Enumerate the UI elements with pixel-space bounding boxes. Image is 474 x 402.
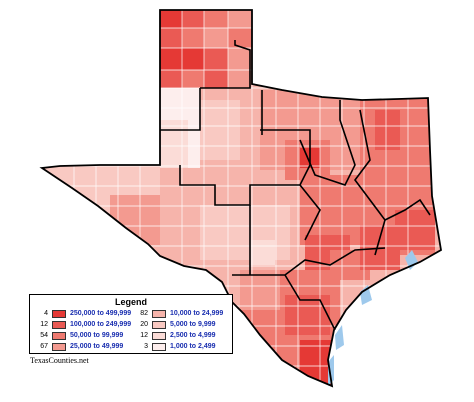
legend-count: 82: [140, 310, 148, 317]
legend-title: Legend: [114, 297, 147, 307]
legend-swatch: [52, 321, 66, 329]
legend-item: 67 25,000 to 49,999: [34, 342, 132, 352]
legend-count: 12: [40, 321, 48, 328]
legend-count: 54: [40, 332, 48, 339]
source-credit: TexasCounties.net: [30, 356, 89, 365]
county-region: [182, 70, 204, 88]
legend-item: 12 100,000 to 249,999: [34, 320, 132, 330]
county-region: [228, 28, 252, 48]
county-region: [204, 48, 228, 70]
county-region: [204, 28, 228, 48]
county-region: [182, 48, 204, 70]
region-line: [384, 198, 431, 221]
county-line-v: [73, 10, 409, 386]
county-region: [395, 210, 435, 250]
legend-item: 54 50,000 to 99,999: [34, 331, 132, 341]
legend-range: 250,000 to 499,999: [70, 310, 132, 317]
legend-range: 5,000 to 9,999: [170, 321, 216, 328]
legend-count: 67: [40, 343, 48, 350]
region-line: [299, 100, 356, 186]
legend-range: 2,500 to 4,999: [170, 332, 216, 339]
legend-range: 50,000 to 99,999: [70, 332, 124, 339]
legend-range: 100,000 to 249,999: [70, 321, 132, 328]
county-region: [182, 28, 204, 48]
region-line: [179, 129, 311, 206]
county-region: [240, 270, 280, 310]
legend-count: 12: [140, 332, 148, 339]
region-line: [354, 109, 386, 256]
county-region: [375, 110, 400, 150]
legend-item: 82 10,000 to 24,999: [134, 309, 232, 319]
matagorda-bay: [360, 285, 372, 305]
county-region: [360, 225, 400, 270]
legend-item: 20 5,000 to 9,999: [134, 320, 232, 330]
county-region: [204, 10, 228, 28]
county-region: [182, 10, 204, 28]
legend-count: 3: [144, 343, 148, 350]
legend-swatch: [52, 332, 66, 340]
county-region: [250, 240, 275, 265]
legend-item: 12 2,500 to 4,999: [134, 331, 232, 341]
county-region: [200, 100, 240, 160]
county-region: [200, 205, 290, 260]
corpus-christi-bay: [335, 325, 344, 350]
legend-swatch: [52, 343, 66, 351]
legend-item: 3 1,000 to 2,499: [134, 342, 232, 352]
legend-swatch: [152, 343, 166, 351]
legend-count: 4: [44, 310, 48, 317]
county-region: [228, 10, 252, 28]
legend-box: Legend 4 250,000 to 499,999 12 100,000 to 2…: [29, 294, 233, 354]
county-region: [285, 295, 330, 335]
legend-range: 10,000 to 24,999: [170, 310, 224, 317]
legend-item: 4 250,000 to 499,999: [34, 309, 132, 319]
county-region: [204, 70, 228, 88]
county-region: [160, 70, 182, 88]
legend-range: 1,000 to 2,499: [170, 343, 216, 350]
county-region: [110, 195, 160, 245]
county-region: [160, 10, 182, 28]
region-line: [299, 184, 321, 241]
legend-count: 20: [140, 321, 148, 328]
county-region: [160, 120, 188, 168]
county-region: [160, 28, 182, 48]
county-region: [228, 48, 252, 70]
legend-range: 25,000 to 49,999: [70, 343, 124, 350]
state-outline: [39, 9, 442, 388]
region-line: [232, 247, 386, 276]
region-line: [284, 274, 336, 331]
region-boundaries: [160, 40, 431, 331]
legend-swatch: [152, 321, 166, 329]
region-line: [200, 40, 251, 89]
legend-swatch: [52, 310, 66, 318]
legend-swatch: [152, 310, 166, 318]
region-line: [160, 88, 201, 131]
legend-swatch: [152, 332, 166, 340]
county-region: [228, 70, 252, 88]
laguna-madre: [328, 355, 334, 386]
county-region: [160, 48, 182, 70]
